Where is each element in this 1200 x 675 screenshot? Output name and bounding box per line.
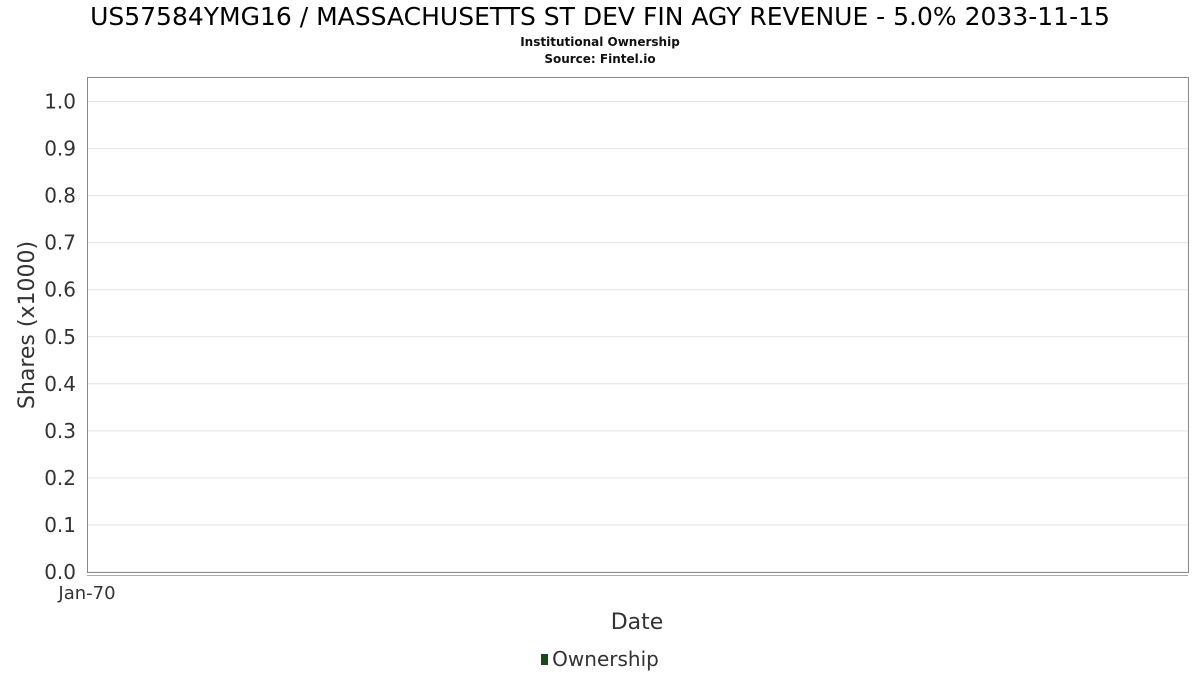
y-tick-label: 0.3: [44, 419, 76, 443]
y-tick-label: 0.8: [44, 184, 76, 208]
legend: Ownership: [0, 647, 1200, 671]
x-tick-label: Jan-70: [57, 583, 115, 604]
y-tick-label: 0.0: [44, 560, 76, 584]
chart-title: US57584YMG16 / MASSACHUSETTS ST DEV FIN …: [90, 2, 1110, 31]
x-axis-ticks: Jan-70: [57, 583, 115, 604]
y-tick-label: 0.5: [44, 325, 76, 349]
y-axis-ticks: 0.0 0.1 0.2 0.3 0.4 0.5 0.6 0.7 0.8 0.9 1.0: [44, 90, 76, 585]
chart-source: Source: Fintel.io: [544, 52, 656, 66]
legend-swatch-ownership: [541, 654, 549, 665]
y-tick-label: 0.4: [44, 372, 76, 396]
plot-frame: [87, 77, 1189, 573]
y-axis-label: Shares (x1000): [15, 241, 40, 409]
y-tick-label: 1.0: [44, 90, 76, 114]
y-tick-label: 0.6: [44, 278, 76, 302]
y-tick-label: 0.9: [44, 137, 76, 161]
y-tick-label: 0.7: [44, 231, 76, 255]
y-tick-label: 0.2: [44, 466, 76, 490]
y-tick-label: 0.1: [44, 513, 76, 537]
grid-lines: [88, 101, 1188, 573]
chart-subtitle: Institutional Ownership: [520, 35, 680, 49]
x-axis-label: Date: [611, 610, 664, 635]
legend-label-ownership: Ownership: [552, 647, 659, 671]
